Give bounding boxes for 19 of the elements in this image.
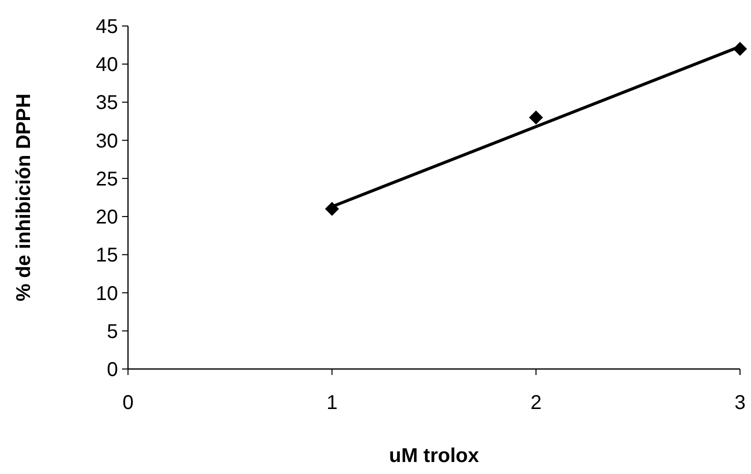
y-tick-label: 20: [96, 206, 118, 229]
y-tick-label: 45: [96, 16, 118, 38]
y-tick-label: 30: [96, 130, 118, 152]
y-tick-label: 15: [96, 244, 118, 267]
x-tick-label: 2: [530, 392, 542, 414]
y-tick-label: 40: [96, 54, 118, 76]
y-tick-label: 35: [96, 92, 118, 114]
y-tick-label: 10: [96, 282, 118, 305]
y-axis-title: % de inhibición DPPH: [13, 94, 35, 302]
y-tick-label: 25: [96, 168, 118, 190]
x-tick-label: 3: [734, 392, 746, 414]
x-axis-title: uM trolox: [389, 445, 479, 467]
x-tick-label: 1: [326, 392, 338, 414]
y-tick-label: 0: [106, 359, 118, 381]
x-tick-label: 0: [122, 392, 134, 414]
point: [529, 110, 543, 124]
point: [325, 202, 339, 216]
y-tick-label: 5: [106, 320, 118, 343]
point: [733, 42, 747, 56]
